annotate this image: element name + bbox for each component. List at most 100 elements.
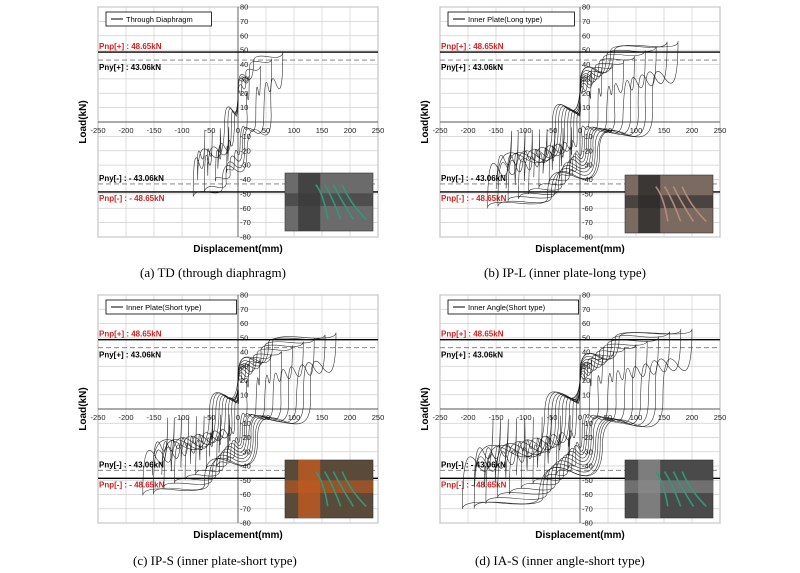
y-tick-label: -60 xyxy=(582,204,593,213)
hysteresis-loop xyxy=(142,332,337,496)
y-tick-label: 60 xyxy=(240,319,248,328)
y-tick-label: 70 xyxy=(240,305,248,314)
y-tick-label: 30 xyxy=(582,74,590,83)
series-hysteresis xyxy=(462,328,693,509)
legend-box xyxy=(105,299,238,315)
x-tick-label: -200 xyxy=(118,126,133,135)
y-tick-label: -70 xyxy=(240,504,251,513)
y-tick-label: -20 xyxy=(582,433,593,442)
photo-gauge-wire xyxy=(323,184,342,220)
hysteresis-loop xyxy=(214,66,261,182)
caption-d: (d) IA-S (inner angle-short type) xyxy=(475,553,645,568)
y-tick-label: -50 xyxy=(582,189,593,198)
x-tick-label: 250 xyxy=(372,126,385,135)
legend-box xyxy=(447,299,580,315)
reference-label: Pnp[+] : 48.65kN xyxy=(99,42,162,51)
y-tick-label: -70 xyxy=(240,218,251,227)
photo-gauge-wire xyxy=(663,186,682,222)
legend-box xyxy=(447,11,575,27)
reference-label: Pny[+] : 43.06kN xyxy=(99,351,161,360)
x-axis-title: Displacement(mm) xyxy=(193,244,282,255)
x-tick-label: 0 xyxy=(236,413,240,422)
series-hysteresis xyxy=(192,52,284,197)
x-tick-label: -100 xyxy=(516,413,531,422)
x-tick-label: 150 xyxy=(658,126,671,135)
y-tick-label: -60 xyxy=(582,490,593,499)
specimen-photo xyxy=(624,174,714,234)
reference-label: Pny[-] : - 43.06kN xyxy=(99,460,164,469)
y-tick-label: -50 xyxy=(240,189,251,198)
x-tick-label: -200 xyxy=(118,413,133,422)
chart-panel-1: -250 -200 -150 -100 -50 0 50 100 150 200 250 -80 -70… xyxy=(420,3,726,256)
y-tick-label: -50 xyxy=(240,476,251,485)
legend: Inner Plate(Long type) xyxy=(447,11,575,27)
hysteresis-loop xyxy=(544,351,615,480)
y-tick-label: 20 xyxy=(582,89,590,98)
y-tick-label: 60 xyxy=(582,319,590,328)
y-tick-label: -40 xyxy=(240,462,251,471)
y-tick-label: 80 xyxy=(240,291,248,300)
photo-beam xyxy=(625,195,713,209)
specimen-photo xyxy=(624,459,714,519)
reference-label: Pnp[+] : 48.65kN xyxy=(441,330,504,339)
reference-label: Pny[+] : 43.06kN xyxy=(441,351,503,360)
hysteresis-loop xyxy=(195,351,282,475)
hysteresis-loop xyxy=(163,338,315,488)
hysteresis-loop xyxy=(216,359,261,467)
y-tick-label: 10 xyxy=(582,390,590,399)
hysteresis-loop xyxy=(226,75,250,173)
hysteresis-loop xyxy=(174,341,304,484)
hysteresis-loop xyxy=(518,50,646,199)
caption-c: (c) IP-S (inner plate-short type) xyxy=(133,553,297,568)
x-tick-label: -150 xyxy=(488,413,503,422)
x-tick-label: 100 xyxy=(288,413,301,422)
x-tick-label: 200 xyxy=(344,413,357,422)
photo-gauge-wire xyxy=(315,471,329,507)
hysteresis-loop xyxy=(556,355,603,475)
legend-label: Inner Plate(Short type) xyxy=(126,303,202,312)
x-tick-label: 50 xyxy=(604,413,612,422)
y-tick-label: 40 xyxy=(240,60,248,69)
photo-gauge-wire xyxy=(315,184,329,220)
reference-label: Pnp[+] : 48.65kN xyxy=(441,42,504,51)
x-tick-label: -150 xyxy=(488,126,503,135)
x-tick-label: 0 xyxy=(578,126,582,135)
y-tick-label: -40 xyxy=(240,175,251,184)
reference-label: Pny[-] : - 43.06kN xyxy=(99,174,164,183)
y-tick-label: 20 xyxy=(582,376,590,385)
hysteresis-loop xyxy=(559,68,603,179)
y-axis-title: Load(kN) xyxy=(420,387,431,430)
x-tick-label: 200 xyxy=(686,413,699,422)
x-tick-label: -250 xyxy=(90,413,105,422)
y-tick-label: -10 xyxy=(582,132,593,141)
photo-gauge-wire xyxy=(341,184,367,220)
hysteresis-loop xyxy=(153,334,326,495)
y-tick-label: 80 xyxy=(582,291,590,300)
y-tick-label: -70 xyxy=(582,218,593,227)
x-tick-label: -100 xyxy=(174,126,189,135)
y-tick-label: -80 xyxy=(240,233,251,242)
hysteresis-loop xyxy=(192,52,284,197)
y-tick-label: -10 xyxy=(582,419,593,428)
hysteresis-loop xyxy=(204,58,272,192)
chart-panel-3: -250 -200 -150 -100 -50 0 50 100 150 200 250 -80 -70… xyxy=(420,291,726,542)
hysteresis-loop xyxy=(528,55,635,195)
hysteresis-loop xyxy=(569,73,592,174)
y-tick-label: 60 xyxy=(582,31,590,40)
photo-gauge-wire xyxy=(663,471,682,507)
photo-gauge-wire xyxy=(672,186,695,222)
legend: Inner Plate(Short type) xyxy=(105,299,238,315)
y-axis-title: Load(kN) xyxy=(420,100,431,143)
caption-b: (b) IP-L (inner plate-long type) xyxy=(484,265,646,280)
photo-beam xyxy=(285,480,373,494)
y-tick-label: -30 xyxy=(240,447,251,456)
photo-gauge-wire xyxy=(681,471,707,507)
photo-gauge-wire xyxy=(672,471,695,507)
legend-box xyxy=(105,11,212,27)
x-tick-label: 200 xyxy=(686,126,699,135)
reference-label: Pny[+] : 43.06kN xyxy=(99,63,161,72)
x-tick-label: 100 xyxy=(630,126,643,135)
hysteresis-loop xyxy=(462,328,693,509)
y-tick-label: -80 xyxy=(582,519,593,528)
